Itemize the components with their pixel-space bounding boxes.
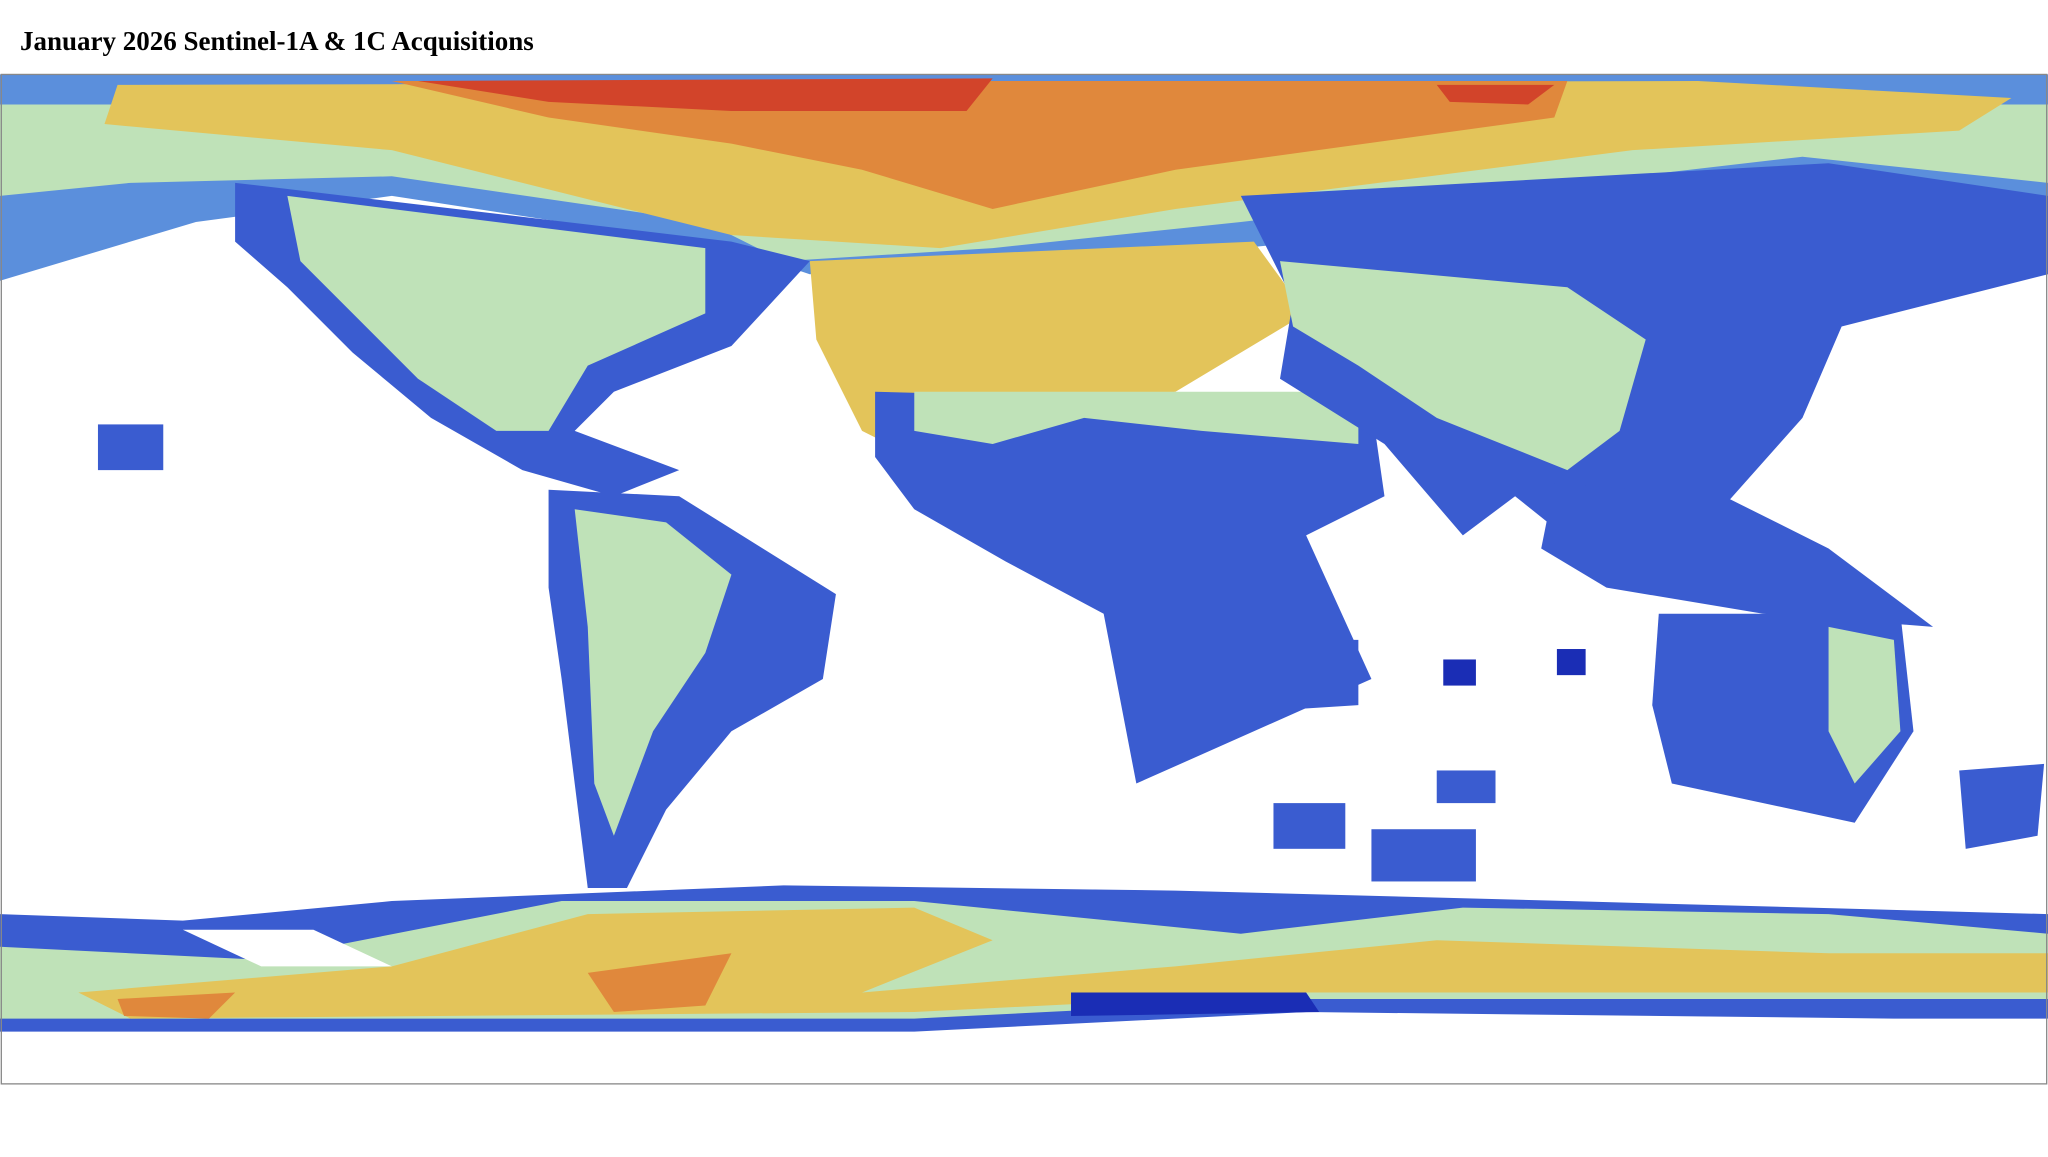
- map-frame: [0, 73, 2048, 1085]
- africa-coverage-medium: [914, 391, 1359, 444]
- madagascar-coverage: [1253, 639, 1359, 712]
- map-title: January 2026 Sentinel-1A & 1C Acquisitio…: [20, 26, 534, 56]
- asia-coverage-medium: [1280, 261, 1646, 471]
- asia-coverage-low: [1240, 163, 2048, 549]
- antarctica-coverage-medium-high: [78, 907, 2048, 1019]
- hawaii-coverage: [97, 424, 164, 471]
- antarctica-gap: [182, 929, 392, 967]
- arctic-coverage-high: [391, 80, 1568, 209]
- south-america-coverage-medium: [574, 509, 732, 836]
- ocean-patch-1: [1273, 803, 1346, 849]
- north-america-coverage-medium: [287, 195, 706, 431]
- ocean-patch-4: [1556, 649, 1586, 676]
- australia-coverage-medium: [1828, 626, 1901, 784]
- ocean-patch-2: [1371, 829, 1476, 882]
- africa-coverage-low: [875, 391, 1385, 784]
- antarctica-coverage-high-2: [587, 953, 732, 1013]
- new-zealand-coverage: [1959, 763, 2045, 849]
- siberia-coverage-highest: [1436, 84, 1555, 105]
- ocean-patch-3: [1443, 659, 1476, 686]
- ocean-patch-5: [1436, 770, 1496, 804]
- maritime-coverage: [1541, 483, 1934, 627]
- antarctica-gap-2: [1071, 992, 1320, 1016]
- antarctica-coverage-high: [117, 992, 236, 1019]
- arctic-coverage-highest: [417, 78, 993, 111]
